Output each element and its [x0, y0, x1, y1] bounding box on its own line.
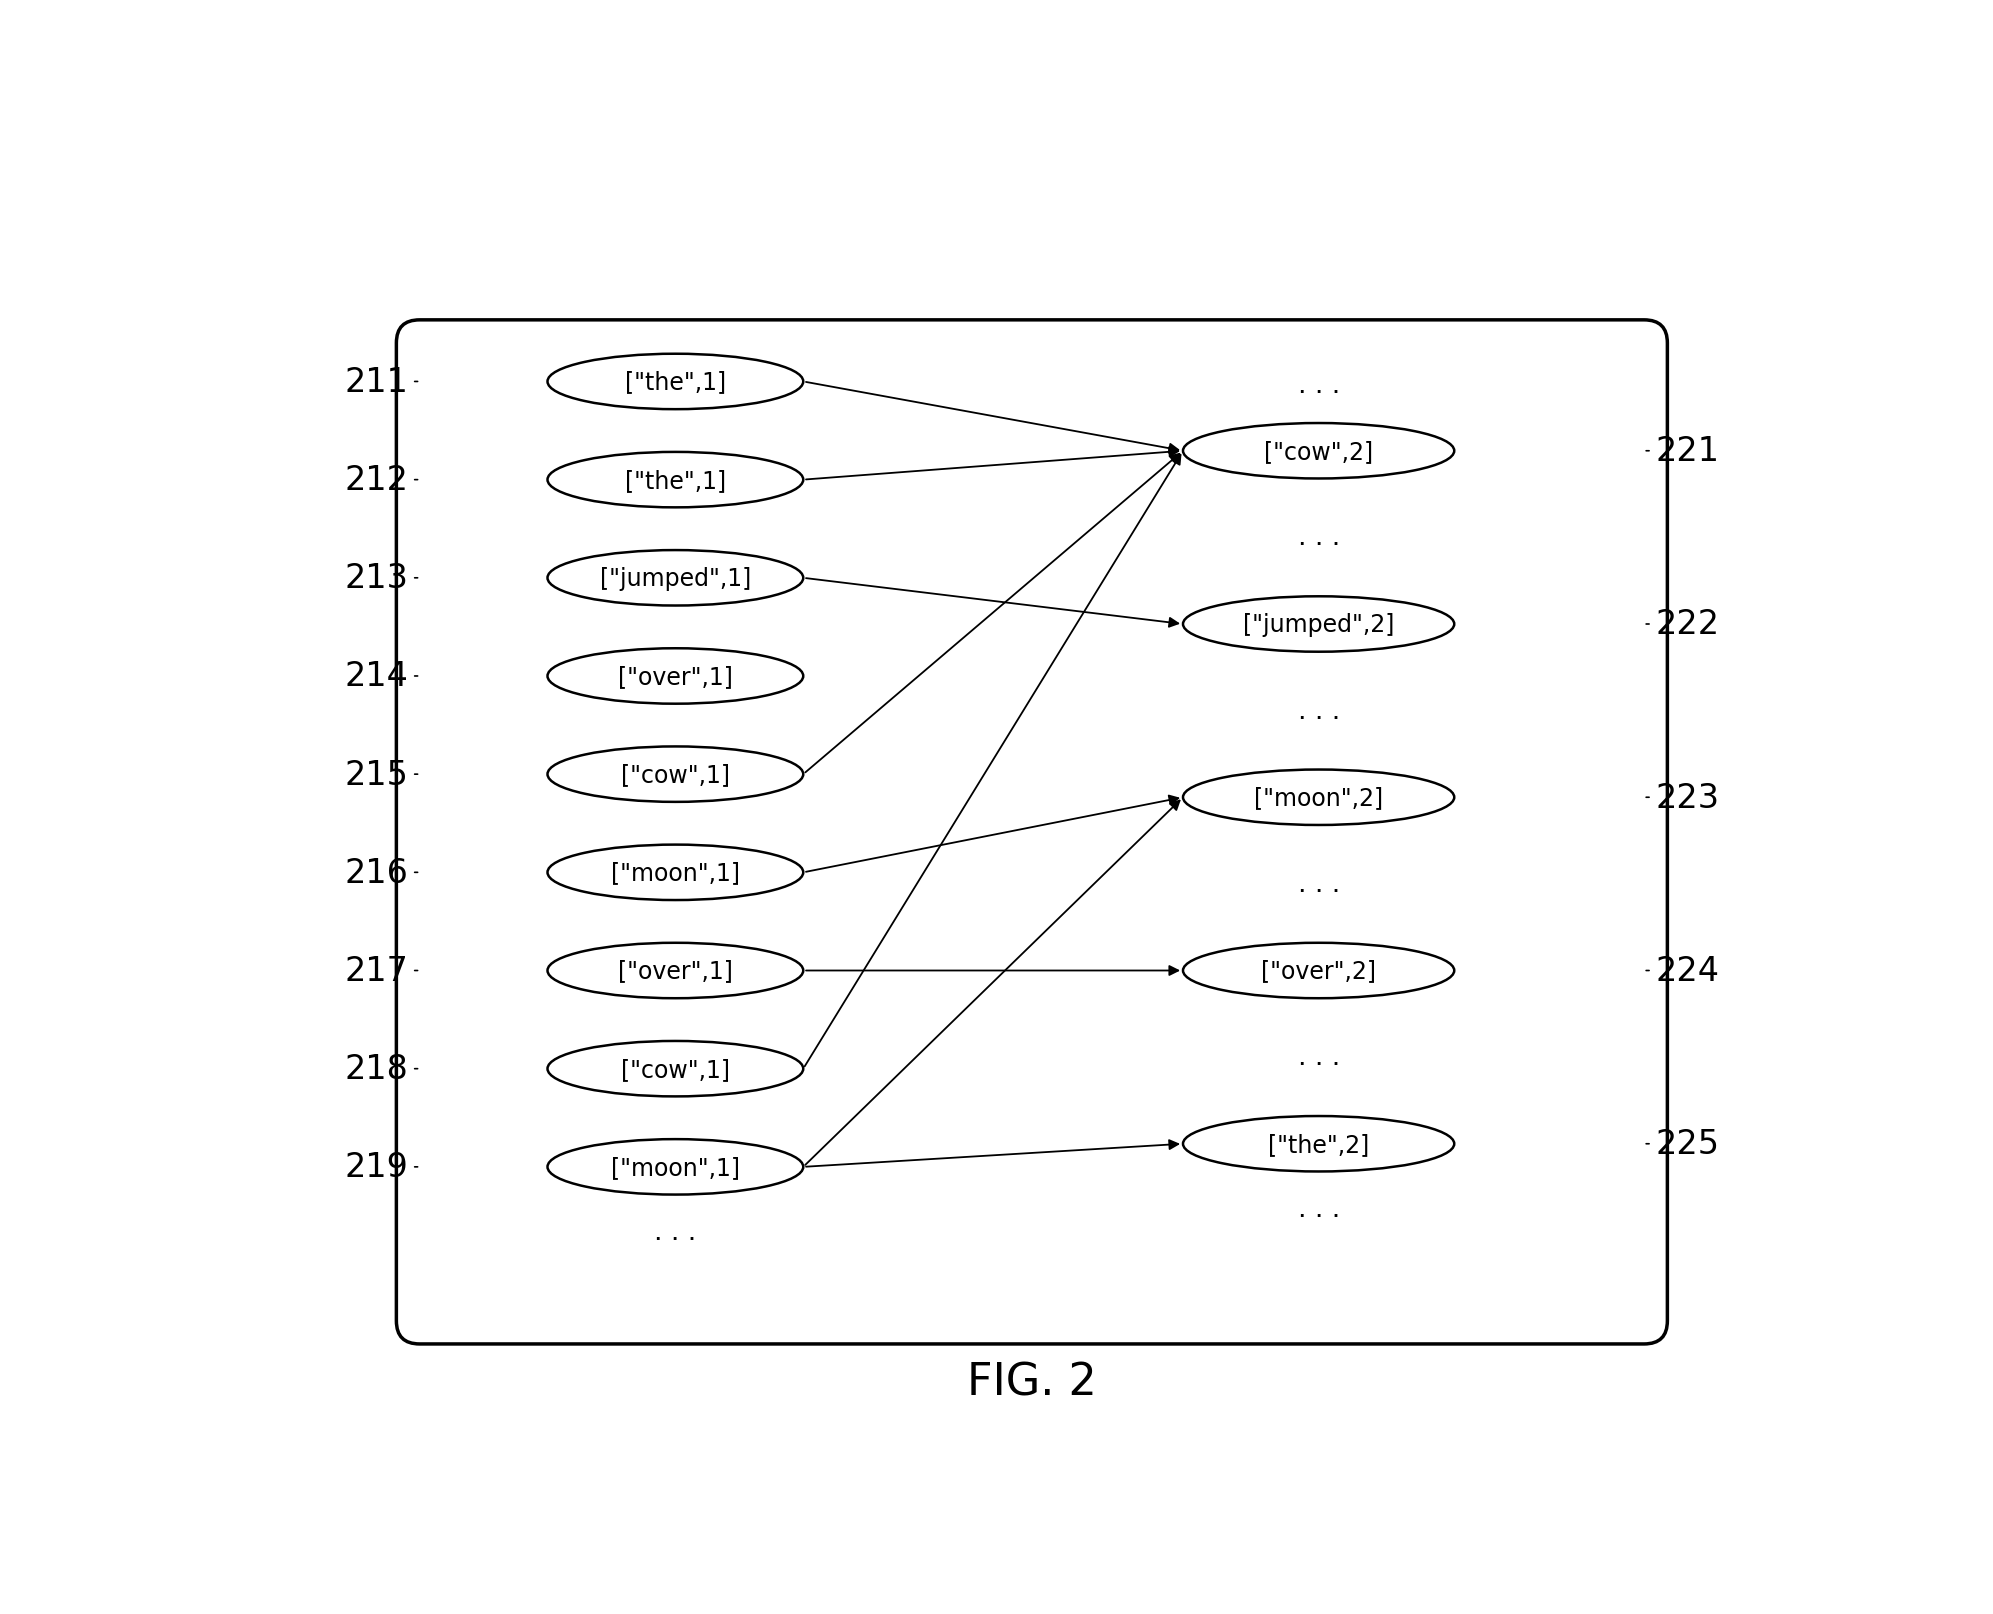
Text: 216: 216 [345, 857, 409, 889]
Text: 214: 214 [345, 660, 409, 692]
Text: ["jumped",2]: ["jumped",2] [1244, 613, 1395, 636]
Ellipse shape [548, 550, 803, 607]
Ellipse shape [1184, 1117, 1455, 1172]
Ellipse shape [1184, 597, 1455, 652]
Text: ["cow",1]: ["cow",1] [622, 763, 729, 786]
Ellipse shape [548, 747, 803, 802]
Ellipse shape [548, 452, 803, 508]
Ellipse shape [548, 1139, 803, 1194]
Text: ["moon",1]: ["moon",1] [612, 860, 739, 884]
FancyBboxPatch shape [397, 321, 1668, 1344]
Text: ["over",1]: ["over",1] [618, 959, 733, 983]
Text: ["the",2]: ["the",2] [1268, 1131, 1369, 1156]
Text: . . .: . . . [1297, 525, 1339, 550]
Text: 224: 224 [1656, 954, 1720, 988]
Ellipse shape [1184, 424, 1455, 479]
Text: . . .: . . . [1297, 373, 1339, 399]
Text: 217: 217 [345, 954, 409, 988]
Ellipse shape [1184, 943, 1455, 999]
Text: ["moon",2]: ["moon",2] [1254, 786, 1383, 810]
Text: 218: 218 [345, 1052, 409, 1086]
Text: 211: 211 [345, 366, 409, 399]
Text: ["over",2]: ["over",2] [1262, 959, 1375, 983]
Ellipse shape [548, 943, 803, 999]
Text: 222: 222 [1656, 608, 1720, 641]
Text: 213: 213 [345, 562, 409, 596]
Text: ["jumped",1]: ["jumped",1] [600, 567, 751, 591]
Ellipse shape [548, 355, 803, 410]
Text: ["the",1]: ["the",1] [626, 468, 725, 492]
Ellipse shape [548, 1041, 803, 1098]
Text: 215: 215 [345, 759, 409, 791]
Text: . . .: . . . [1297, 872, 1339, 897]
Text: 219: 219 [345, 1151, 409, 1183]
Text: 225: 225 [1656, 1128, 1720, 1160]
Text: ["over",1]: ["over",1] [618, 665, 733, 689]
Text: 212: 212 [345, 463, 409, 497]
Text: . . .: . . . [654, 1220, 696, 1246]
Text: . . .: . . . [1297, 699, 1339, 725]
Ellipse shape [548, 649, 803, 704]
Text: 223: 223 [1656, 781, 1720, 813]
Text: ["cow",2]: ["cow",2] [1264, 439, 1373, 463]
Text: . . .: . . . [1297, 1196, 1339, 1222]
Text: FIG. 2: FIG. 2 [967, 1361, 1096, 1404]
Text: 221: 221 [1656, 436, 1720, 468]
Ellipse shape [548, 846, 803, 901]
Text: ["moon",1]: ["moon",1] [612, 1156, 739, 1180]
Text: ["cow",1]: ["cow",1] [622, 1057, 729, 1081]
Ellipse shape [1184, 770, 1455, 825]
Text: . . .: . . . [1297, 1044, 1339, 1070]
Text: ["the",1]: ["the",1] [626, 370, 725, 394]
